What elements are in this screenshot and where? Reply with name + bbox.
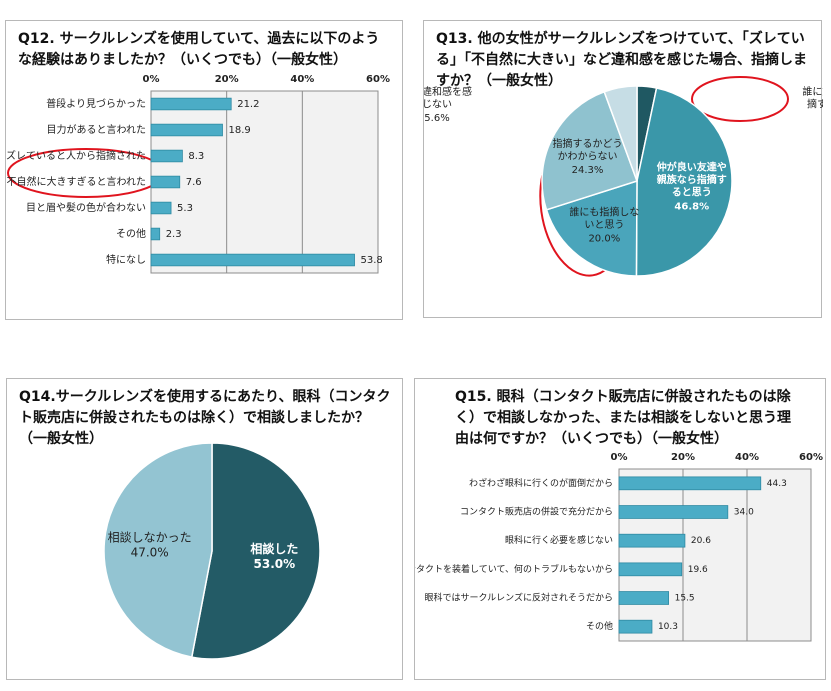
value-label: 46.8% xyxy=(674,201,709,212)
y-tick-label: 眼科に行く必要を感じない xyxy=(505,534,613,546)
y-tick-label: コンタクト販売店の併設で充分だから xyxy=(460,506,613,518)
panel: 0% 20% 40% 60% 普段より見づらかった 21.2 目力があると言われた 18.9 ズ… xyxy=(5,20,403,320)
bar xyxy=(618,533,686,548)
panel: 相談した 53.0% 相談しなかった 47.0% Q14.サークルレンズを使用するにあ… xyxy=(6,378,403,680)
pie-slice xyxy=(190,442,321,660)
y-tick-label: 目力があると言われた xyxy=(47,123,147,136)
x-tick-label: 40% xyxy=(290,74,314,85)
highlight xyxy=(691,76,789,122)
bar xyxy=(150,149,183,163)
y-tick-label: 目と眉や髪の色が合わない xyxy=(26,201,146,214)
bar xyxy=(618,505,729,519)
bar xyxy=(150,227,161,241)
chart-title: Q15. 眼科（コンタクト販売店に併設されたものは除く）で相談しなかった、または… xyxy=(455,389,791,447)
bar xyxy=(618,562,683,577)
bar xyxy=(150,253,355,267)
chart: 0% 20% 40% 60% わざわざ眼科に行くのが面倒だから 44.3 コンタクト販売店の… xyxy=(415,452,823,642)
bar xyxy=(150,175,181,189)
y-tick-label: ズレていると人から指摘された xyxy=(6,149,146,162)
panel: 0% 20% 40% 60% わざわざ眼科に行くのが面倒だから 44.3 コンタクト販売店の… xyxy=(414,378,826,680)
chart-title: Q12. サークルレンズを使用していて、過去に以下のような経験はありましたか？（… xyxy=(18,31,380,68)
chart-title: Q14.サークルレンズを使用するにあたり、眼科（コンタクト販売店に併設されたもの… xyxy=(19,389,391,447)
chart: 0% 20% 40% 60% 普段より見づらかった 21.2 目力があると言われた 18.9 ズ… xyxy=(6,74,390,274)
panel: 誰に対しても指摘すると思う3.3%仲が良い友達や親族なら指摘すると思う46.8%… xyxy=(423,20,823,318)
x-tick-label: 60% xyxy=(366,74,390,85)
plot-area xyxy=(150,90,379,274)
slice-label: 特に違和感を感じない xyxy=(424,85,472,111)
value-label: 20.0% xyxy=(588,233,620,244)
value-label: 53.8 xyxy=(361,255,383,266)
value-label: 47.0% xyxy=(131,545,169,559)
value-label: 24.3% xyxy=(572,165,604,176)
slice-label: 指摘するかどうかわからない xyxy=(553,137,623,163)
slice-label: 誰に対しても指摘すると思う xyxy=(802,85,823,111)
y-tick-label: 特になし xyxy=(106,254,146,266)
x-tick-label: 0% xyxy=(143,74,160,85)
bar xyxy=(150,123,223,137)
value-label: 15.5 xyxy=(675,594,695,604)
value-label: 2.3 xyxy=(166,229,182,240)
y-tick-label: 長くコンタクトを装着していて、何のトラブルもないから xyxy=(415,563,613,575)
value-label: 7.6 xyxy=(186,177,202,188)
x-tick-label: 60% xyxy=(799,452,823,463)
y-tick-label: 不自然に大きすぎると言われた xyxy=(7,175,147,188)
chart-title: Q13. 他の女性がサークルレンズをつけていて、「ズレている」「不自然に大きい」… xyxy=(436,31,807,89)
x-tick-label: 40% xyxy=(735,452,759,463)
bar xyxy=(618,619,653,634)
value-label: 19.6 xyxy=(688,565,708,575)
x-tick-label: 20% xyxy=(215,74,239,85)
slice-label: 誰にも指摘しないと思う xyxy=(569,205,639,231)
slice-label: 仲が良い友達や親族なら指摘すると思う xyxy=(657,160,727,198)
value-label: 21.2 xyxy=(237,99,259,110)
pie-slice xyxy=(545,179,638,277)
y-tick-label: わざわざ眼科に行くのが面倒だから xyxy=(469,477,613,489)
value-label: 20.6 xyxy=(691,536,711,546)
y-tick-label: その他 xyxy=(116,227,146,240)
value-label: 5.6% xyxy=(424,113,449,124)
value-label: 8.3 xyxy=(188,151,204,162)
x-tick-label: 20% xyxy=(671,452,695,463)
bar xyxy=(150,97,232,111)
y-tick-label: その他 xyxy=(586,620,613,632)
plot-area xyxy=(618,468,812,642)
value-label: 10.3 xyxy=(658,622,678,632)
value-label: 5.3 xyxy=(177,203,193,214)
y-tick-label: 普段より見づらかった xyxy=(46,97,146,110)
pie-slice xyxy=(541,90,638,211)
slice-label: 相談しなかった xyxy=(108,529,192,544)
pie-slice xyxy=(103,442,213,658)
x-tick-label: 0% xyxy=(611,452,628,463)
bar xyxy=(150,201,172,215)
bar xyxy=(618,591,669,605)
value-label: 44.3 xyxy=(767,479,787,489)
slice-label: 相談した xyxy=(250,541,298,556)
y-tick-label: 眼科ではサークルレンズに反対されそうだから xyxy=(424,592,613,604)
pie-slice xyxy=(635,87,733,277)
bar xyxy=(618,476,762,491)
chart: 誰に対しても指摘すると思う3.3%仲が良い友達や親族なら指摘すると思う46.8%… xyxy=(424,76,823,277)
value-label: 53.0% xyxy=(254,557,296,571)
value-label: 18.9 xyxy=(229,125,251,136)
pie-slice xyxy=(603,85,638,182)
value-label: 34.0 xyxy=(734,508,754,518)
